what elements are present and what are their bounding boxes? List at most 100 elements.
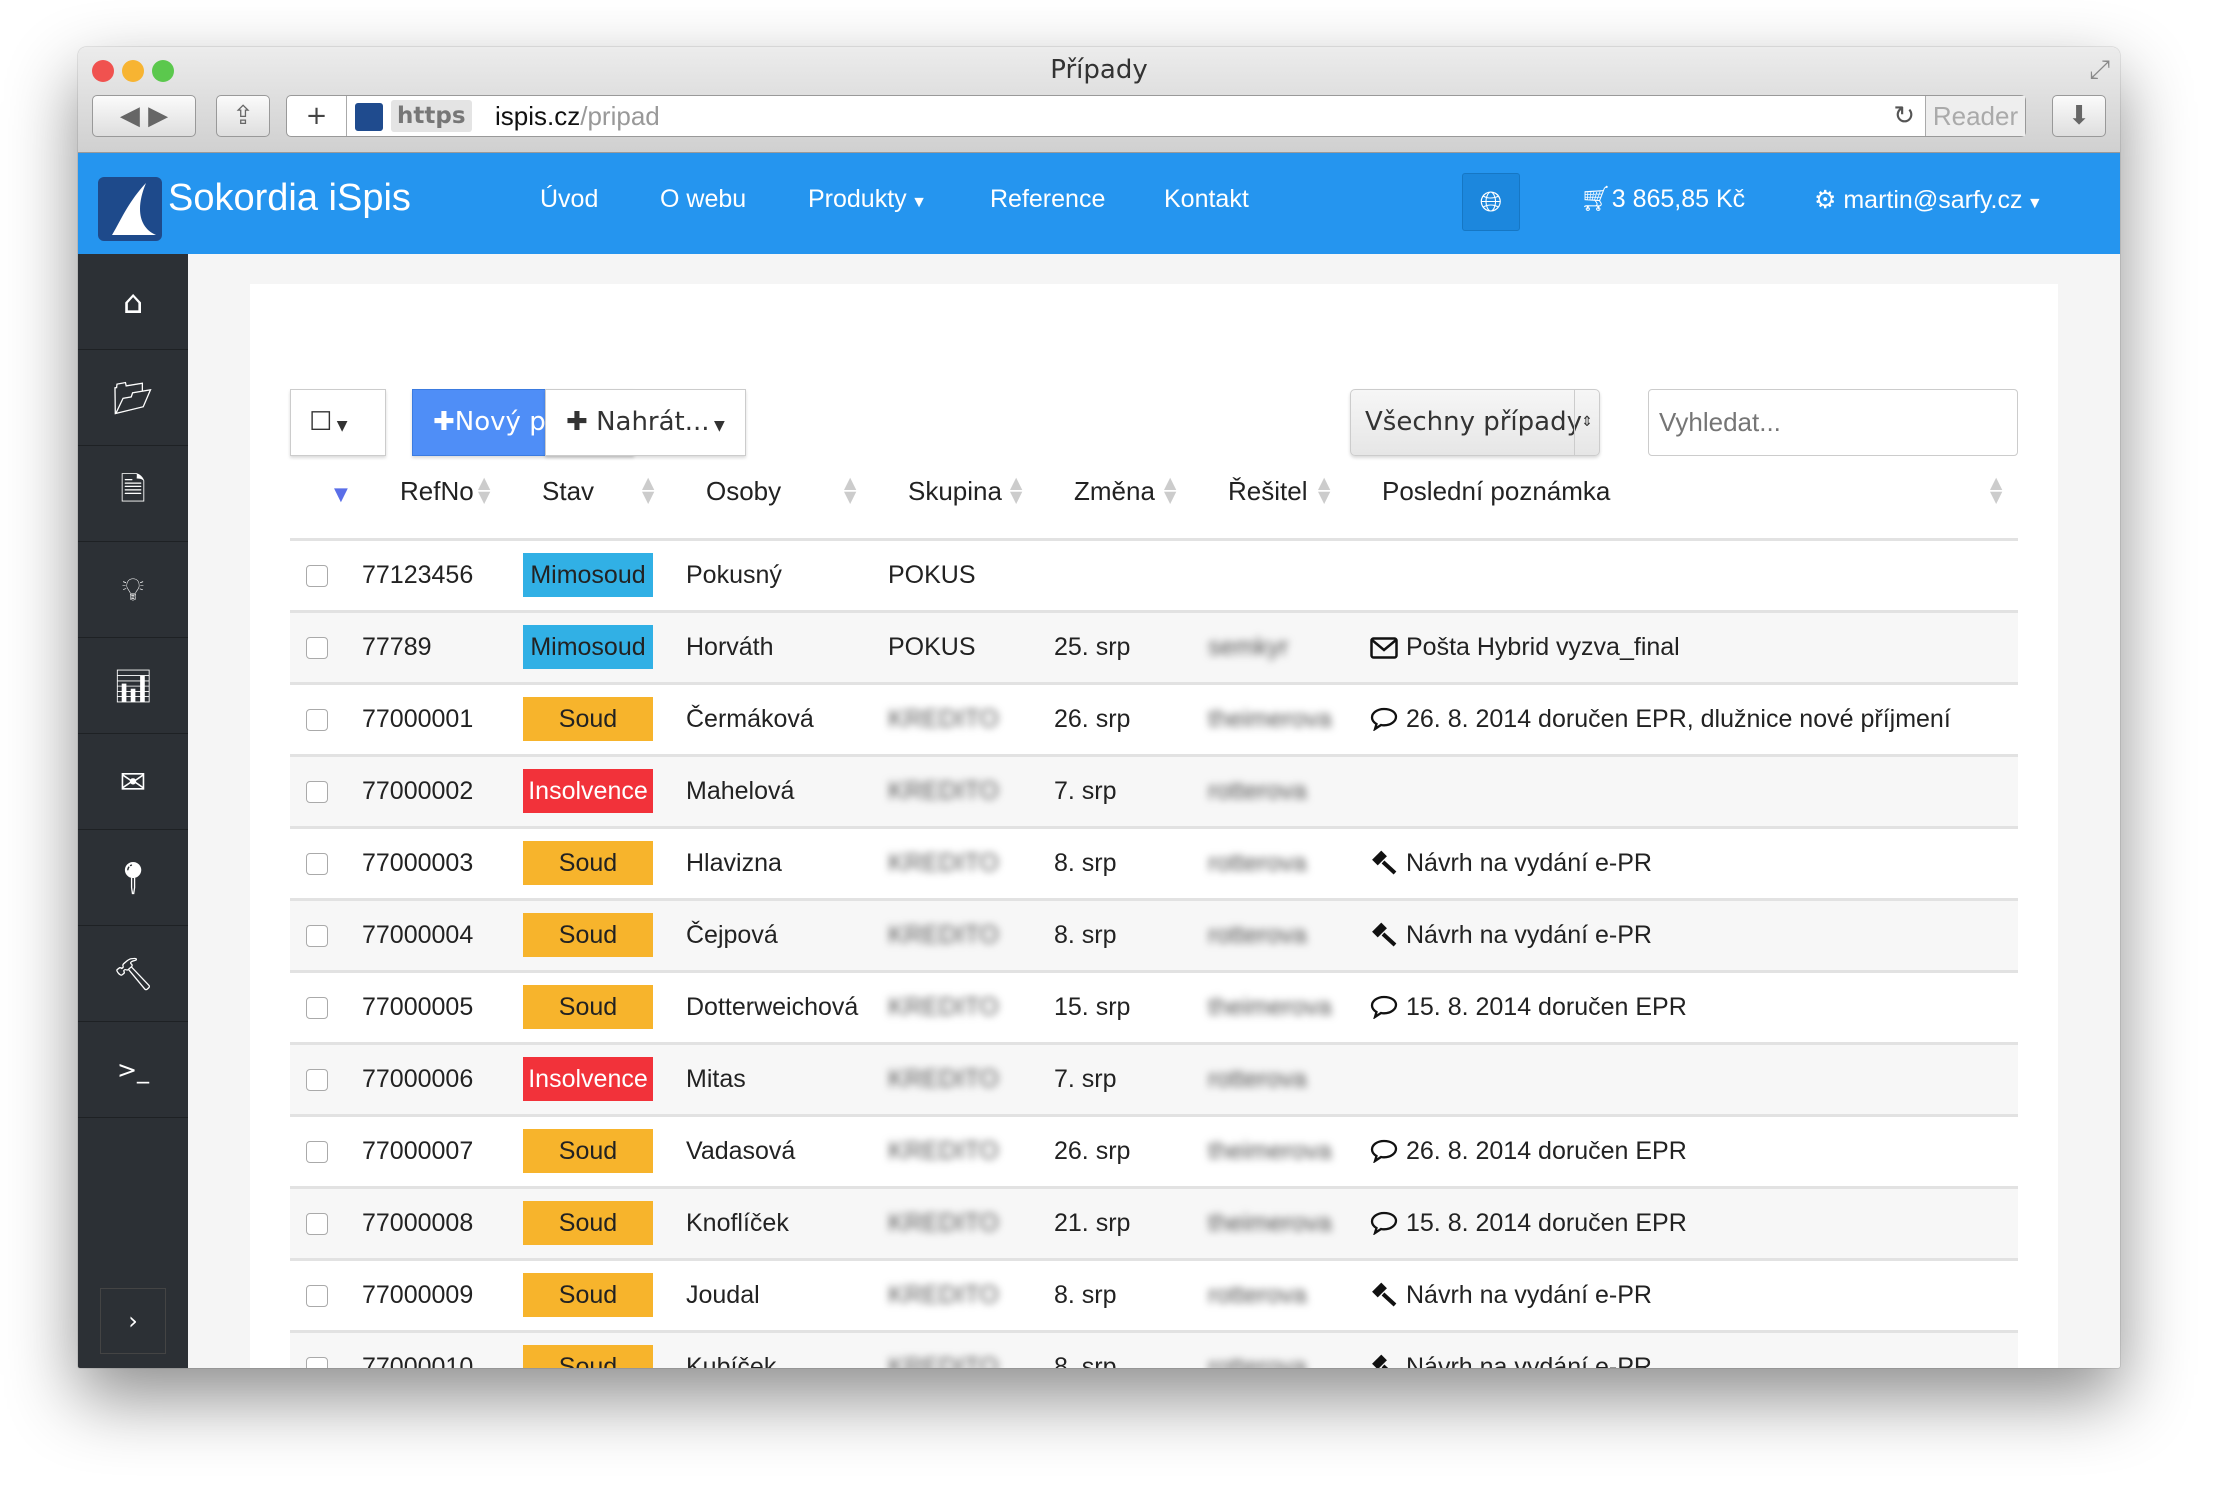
fullscreen-icon[interactable]: ⤢ [2089,55,2110,85]
cell-refno[interactable]: 77000002 [362,777,474,805]
sidebar-ideas[interactable]: 💡︎ [78,542,188,638]
nav-reference[interactable]: Reference [990,185,1106,213]
row-checkbox[interactable] [306,565,328,587]
cell-note: Návrh na vydání e-PR [1370,1281,1652,1310]
cell-note: Pošta Hybrid vyzva_final [1370,633,1680,662]
nav-o-webu[interactable]: O webu [660,185,747,213]
cell-resitel: rotterova [1208,921,1307,949]
cell-refno[interactable]: 77123456 [362,561,474,589]
sort-icon[interactable]: ▲ ▼ [1010,473,1023,506]
select-all-dropdown[interactable]: ☐ ▼ [290,389,386,456]
sort-icon[interactable]: ▲ ▼ [1990,473,2003,506]
cell-refno[interactable]: 77000008 [362,1209,474,1237]
table-row[interactable]: 77000005 Soud Dotterweichová KREDITO 15. srp… [290,970,2018,1042]
address-bar[interactable]: + https ispis.cz/pripad ↻ Reader [286,95,2026,137]
sidebar-home[interactable]: ⌂ [78,254,188,350]
sidebar-expand-button[interactable]: › [100,1288,166,1354]
cell-refno[interactable]: 77000006 [362,1065,474,1093]
header-resitel[interactable]: Řešitel [1228,476,1308,506]
minimize-window-button[interactable] [122,60,144,82]
table-row[interactable]: 77000007 Soud Vadasová KREDITO 26. srp theime… [290,1114,2018,1186]
sort-icon[interactable]: ▲ ▼ [844,473,857,506]
cell-refno[interactable]: 77000005 [362,993,474,1021]
row-checkbox[interactable] [306,1213,328,1235]
row-checkbox[interactable] [306,781,328,803]
nav-produkty[interactable]: Produkty ▼ [808,185,927,214]
reload-icon[interactable]: ↻ [1893,101,1915,131]
sidebar-map[interactable]: 📍︎ [78,830,188,926]
header-zmena[interactable]: Změna [1074,476,1155,506]
cell-zmena: 21. srp [1054,1209,1131,1237]
cell-refno[interactable]: 77000004 [362,921,474,949]
sort-icon[interactable]: ▲ ▼ [478,473,491,506]
brand-name[interactable]: Sokordia iSpis [168,177,411,219]
nav-uvod[interactable]: Úvod [540,185,599,213]
cell-refno[interactable]: 77000010 [362,1353,474,1368]
downloads-button[interactable]: ⬇ [2052,95,2106,137]
table-row[interactable]: 77123456 Mimosoud Pokusný POKUS [290,538,2018,610]
zoom-window-button[interactable] [152,60,174,82]
header-refno[interactable]: RefNo [400,476,474,506]
cell-osoby: Čejpová [686,921,778,949]
row-checkbox[interactable] [306,853,328,875]
sidebar-cases[interactable]: 📂︎ [78,350,188,446]
user-menu[interactable]: ⚙ martin@sarfy.cz ▼ [1814,185,2043,215]
header-osoby[interactable]: Osoby [706,476,782,506]
table-row[interactable]: 77000004 Soud Čejpová KREDITO 8. srp rotterov… [290,898,2018,970]
row-checkbox[interactable] [306,1285,328,1307]
table-row[interactable]: 77000001 Soud Čermáková KREDITO 26. srp theim… [290,682,2018,754]
search-input[interactable] [1648,389,2018,456]
table-row[interactable]: 77789 Mimosoud Horváth POKUS 25. srp semkyr Po… [290,610,2018,682]
table-row[interactable]: 77000009 Soud Joudal KREDITO 8. srp rotterova… [290,1258,2018,1330]
sort-icon[interactable]: ▲ ▼ [642,473,655,506]
header-posledni-poznamka[interactable]: Poslední poznámka [1382,476,1611,506]
cart-link[interactable]: 🛒︎3 865,85 Kč [1580,185,1745,214]
status-badge: Soud [523,913,653,957]
upload-dropdown[interactable]: ✚ Nahrát... ▼ [545,389,746,456]
cell-skupina: KREDITO [888,921,999,949]
row-checkbox[interactable] [306,997,328,1019]
table-row[interactable]: 77000002 Insolvence Mahelová KREDITO 7. srp r… [290,754,2018,826]
sidebar-court[interactable]: 🔨︎ [78,926,188,1022]
brand-logo[interactable] [98,177,162,241]
table-row[interactable]: 77000003 Soud Hlavizna KREDITO 8. srp rottero… [290,826,2018,898]
header-stav[interactable]: Stav [542,476,595,506]
back-forward-buttons[interactable]: ◀ ▶ [92,95,196,137]
header-skupina[interactable]: Skupina [908,476,1002,506]
case-filter-select[interactable]: Všechny případy ⇕ [1350,389,1600,456]
row-checkbox[interactable] [306,925,328,947]
table-row[interactable]: 77000006 Insolvence Mitas KREDITO 7. srp rott… [290,1042,2018,1114]
globe-button[interactable]: 🌐︎ [1462,173,1520,231]
nav-kontakt[interactable]: Kontakt [1164,185,1249,213]
row-checkbox[interactable] [306,637,328,659]
cell-refno[interactable]: 77789 [362,633,432,661]
bar-chart-icon: 📊︎ [112,666,154,705]
table-row[interactable]: 77000010 Soud Kubíček KREDITO 8. srp rotterov… [290,1330,2018,1368]
row-checkbox[interactable] [306,1357,328,1368]
sort-desc-icon[interactable]: ▼ [334,484,348,505]
cell-refno[interactable]: 77000007 [362,1137,474,1165]
close-window-button[interactable] [92,60,114,82]
home-icon: ⌂ [122,282,144,321]
sidebar-terminal[interactable]: >_ [78,1022,188,1118]
cell-refno[interactable]: 77000003 [362,849,474,877]
cell-skupina: POKUS [888,561,976,589]
caret-down-icon: ▼ [332,418,348,434]
row-checkbox[interactable] [306,709,328,731]
cell-skupina: KREDITO [888,777,999,805]
sort-icon[interactable]: ▲ ▼ [1164,473,1177,506]
row-checkbox[interactable] [306,1069,328,1091]
cell-refno[interactable]: 77000001 [362,705,474,733]
sort-icon[interactable]: ▲ ▼ [1318,473,1331,506]
table-row[interactable]: 77000008 Soud Knoflíček KREDITO 21. srp theim… [290,1186,2018,1258]
row-checkbox[interactable] [306,1141,328,1163]
sidebar-mail[interactable]: ✉ [78,734,188,830]
cell-note: Návrh na vydání e-PR [1370,1353,1652,1368]
reader-button[interactable]: Reader [1925,96,2025,136]
sidebar-stats[interactable]: 📊︎ [78,638,188,734]
status-badge: Soud [523,841,653,885]
share-button[interactable]: ⇪ [216,95,270,137]
new-tab-button[interactable]: + [287,96,347,136]
cell-refno[interactable]: 77000009 [362,1281,474,1309]
sidebar-documents[interactable]: 🗎 [78,446,188,542]
